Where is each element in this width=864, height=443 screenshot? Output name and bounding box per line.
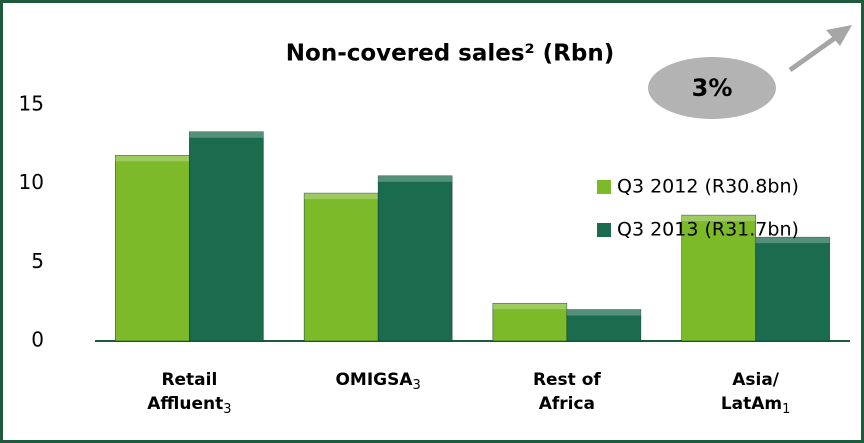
x-tick-label-line: Affluent <box>147 394 223 414</box>
bar <box>303 192 379 342</box>
x-tick-label-line: Africa <box>539 394 595 414</box>
x-tick-label: Asia/LatAm1 <box>721 370 791 417</box>
bar <box>189 131 264 342</box>
bar-top <box>681 215 756 222</box>
legend-swatch <box>597 223 611 237</box>
bar <box>566 309 642 342</box>
x-tick-label-line: OMIGSA <box>335 370 413 390</box>
bar-top <box>755 237 830 244</box>
x-tick-label: Retail Affluent3 <box>147 370 231 417</box>
bar-top <box>492 303 567 310</box>
bar <box>377 175 453 342</box>
bar-top <box>115 155 190 162</box>
x-tick-label-line: Retail <box>161 370 217 390</box>
bar <box>115 155 190 342</box>
y-tick-label: 5 <box>31 249 44 273</box>
x-tick-label: OMIGSA3 <box>335 370 420 393</box>
annotation: 3% <box>692 74 733 102</box>
trend-arrow <box>788 30 844 73</box>
bar-top <box>304 193 379 200</box>
y-tick-label: 0 <box>31 328 44 352</box>
bar-top <box>189 131 264 138</box>
x-tick-label-line: Asia/ <box>732 370 780 390</box>
x-tick-label: Rest of Africa <box>533 370 601 414</box>
footnote-marker: 1 <box>782 402 790 417</box>
bar-top <box>378 175 453 182</box>
chart-title: Non-covered sales² (Rbn) <box>286 41 614 67</box>
bar-top <box>566 309 641 316</box>
legend-label: Q3 2013 (R31.7bn) <box>617 219 799 241</box>
bar <box>492 302 568 342</box>
bar <box>755 236 830 342</box>
footnote-marker: 3 <box>413 378 421 393</box>
legend-label: Q3 2012 (R30.8bn) <box>617 176 799 198</box>
trend-arrow-head <box>826 25 852 46</box>
footnote-marker: 3 <box>223 402 231 417</box>
x-tick-label-line: Rest of <box>533 370 601 390</box>
annotation-bubble <box>648 57 776 119</box>
x-tick-label-line: LatAm <box>721 394 782 414</box>
y-tick-label: 10 <box>19 170 44 194</box>
legend-swatch <box>597 180 611 194</box>
y-tick-label: 15 <box>19 92 44 116</box>
bar <box>681 214 756 342</box>
